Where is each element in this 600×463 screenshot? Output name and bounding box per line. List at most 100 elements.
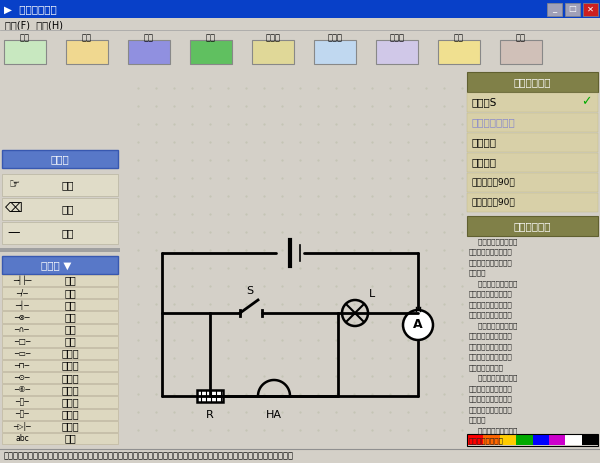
Text: 开关: 开关 <box>64 300 76 310</box>
Bar <box>2 299 118 310</box>
Text: 电阻箱: 电阻箱 <box>61 349 79 358</box>
Text: —: — <box>8 226 20 239</box>
Bar <box>467 153 598 172</box>
Bar <box>2 408 118 420</box>
Text: 元件，鼠点击当前元件: 元件，鼠点击当前元件 <box>469 301 513 307</box>
Bar <box>2 198 118 220</box>
Bar <box>2 150 118 168</box>
Text: ✓: ✓ <box>581 95 592 108</box>
Bar <box>500 40 542 64</box>
Text: 逆时针旋转90度: 逆时针旋转90度 <box>471 198 515 206</box>
Bar <box>0 248 120 252</box>
Text: 切换到选择工具）: 切换到选择工具） <box>469 438 504 444</box>
Bar <box>533 435 549 445</box>
Text: _: _ <box>553 5 557 13</box>
Bar <box>516 435 533 445</box>
Bar <box>197 390 223 402</box>
Bar <box>2 222 118 244</box>
Text: 选择: 选择 <box>62 180 74 190</box>
Bar <box>2 287 118 298</box>
Text: 实验室: 实验室 <box>389 33 404 42</box>
Text: 导线: 导线 <box>62 228 74 238</box>
Text: 件将被替代删除。: 件将被替代删除。 <box>469 364 504 370</box>
Bar <box>2 384 118 395</box>
Text: L: L <box>369 289 375 299</box>
Bar <box>2 174 118 196</box>
Text: 上下翻转: 上下翻转 <box>471 157 496 167</box>
Text: 开关: 开关 <box>64 288 76 298</box>
Text: 区双掷开关的某一侧，: 区双掷开关的某一侧， <box>469 249 513 255</box>
Bar <box>2 372 118 383</box>
Text: 存图片: 存图片 <box>265 33 281 42</box>
Text: 类别：双掷开关: 类别：双掷开关 <box>471 117 515 127</box>
Text: ─⑥─: ─⑥─ <box>14 385 30 394</box>
Text: ─⊗─: ─⊗─ <box>14 313 30 321</box>
Text: 电压表: 电压表 <box>61 409 79 419</box>
Text: 电动机: 电动机 <box>61 373 79 383</box>
Text: 标位置已有元件，此元: 标位置已有元件，此元 <box>469 353 513 360</box>
Bar <box>467 435 484 445</box>
Bar <box>565 435 581 445</box>
Text: 转、旋转后，如果此元: 转、旋转后，如果此元 <box>469 385 513 392</box>
Text: 之连接。: 之连接。 <box>469 417 487 423</box>
Bar <box>376 40 418 64</box>
Text: 后退: 后退 <box>206 33 216 42</box>
Text: ─┤─: ─┤─ <box>15 300 29 310</box>
Text: ⌫: ⌫ <box>5 202 23 215</box>
Text: 用选择工具双击绘图: 用选择工具双击绘图 <box>469 238 517 244</box>
Text: ▶  电路图手绘板: ▶ 电路图手绘板 <box>4 4 57 14</box>
Text: R: R <box>206 410 214 420</box>
Text: 电铃: 电铃 <box>64 324 76 334</box>
Text: ─┤├─: ─┤├─ <box>13 276 31 285</box>
Text: 开始: 开始 <box>20 33 30 42</box>
Text: 件接头与导线或其他元: 件接头与导线或其他元 <box>469 395 513 402</box>
Text: ☞: ☞ <box>8 179 20 192</box>
Bar <box>549 435 565 445</box>
Text: 名称：S: 名称：S <box>471 97 496 107</box>
Bar <box>2 312 118 323</box>
Text: 注释: 注释 <box>64 433 76 444</box>
Text: （右击绘图区可快速: （右击绘图区可快速 <box>469 427 517 434</box>
Bar <box>252 40 294 64</box>
Bar <box>2 421 118 432</box>
Text: □: □ <box>569 5 577 13</box>
Bar <box>500 435 516 445</box>
Bar <box>2 396 118 407</box>
Text: ─□─: ─□─ <box>14 337 30 346</box>
Bar <box>2 360 118 371</box>
Bar <box>128 40 170 64</box>
Text: abc: abc <box>15 434 29 443</box>
Text: 元件操作说明: 元件操作说明 <box>514 221 551 231</box>
Text: ─/─: ─/─ <box>16 288 28 297</box>
Text: 删除: 删除 <box>62 204 74 214</box>
Circle shape <box>403 310 433 340</box>
Bar <box>2 348 118 359</box>
Text: ─▷|─: ─▷|─ <box>13 422 31 431</box>
Bar <box>467 193 598 212</box>
Text: 可改变被双击一侧的开: 可改变被双击一侧的开 <box>469 259 513 266</box>
Bar <box>467 434 598 446</box>
Text: 变阻器: 变阻器 <box>61 361 79 370</box>
Text: ✕: ✕ <box>587 5 594 13</box>
Bar <box>467 216 598 236</box>
Text: 左右翻转: 左右翻转 <box>471 137 496 147</box>
Text: 电源: 电源 <box>64 275 76 286</box>
Bar <box>547 3 562 16</box>
Bar <box>484 435 500 445</box>
Bar <box>2 336 118 347</box>
Bar <box>581 435 598 445</box>
Text: A: A <box>413 319 423 332</box>
Text: 电路图: 电路图 <box>328 33 343 42</box>
Bar <box>190 40 232 64</box>
Text: ─▭─: ─▭─ <box>14 349 30 358</box>
Bar <box>2 433 118 444</box>
Bar <box>583 3 598 16</box>
Text: 电灯: 电灯 <box>64 312 76 322</box>
Bar <box>467 113 598 132</box>
Bar <box>2 256 118 274</box>
Bar <box>2 275 118 286</box>
Bar <box>467 72 598 92</box>
Bar <box>438 40 480 64</box>
Text: 文件(F)  帮助(H): 文件(F) 帮助(H) <box>5 20 63 30</box>
Text: ─Ⓐ─: ─Ⓐ─ <box>15 398 29 407</box>
